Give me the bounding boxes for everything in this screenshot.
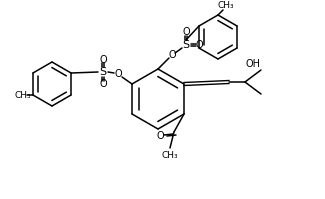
Text: S: S <box>99 67 107 77</box>
Text: O: O <box>168 50 176 60</box>
Text: O: O <box>99 55 107 65</box>
Text: OH: OH <box>245 59 260 69</box>
Text: O: O <box>114 69 122 79</box>
Text: O: O <box>156 131 164 141</box>
Text: O: O <box>182 27 190 37</box>
Text: O: O <box>195 40 203 50</box>
Text: CH₃: CH₃ <box>218 2 234 11</box>
Text: S: S <box>182 40 189 50</box>
Text: O: O <box>99 79 107 89</box>
Text: CH₃: CH₃ <box>15 91 31 100</box>
Text: CH₃: CH₃ <box>162 150 178 160</box>
